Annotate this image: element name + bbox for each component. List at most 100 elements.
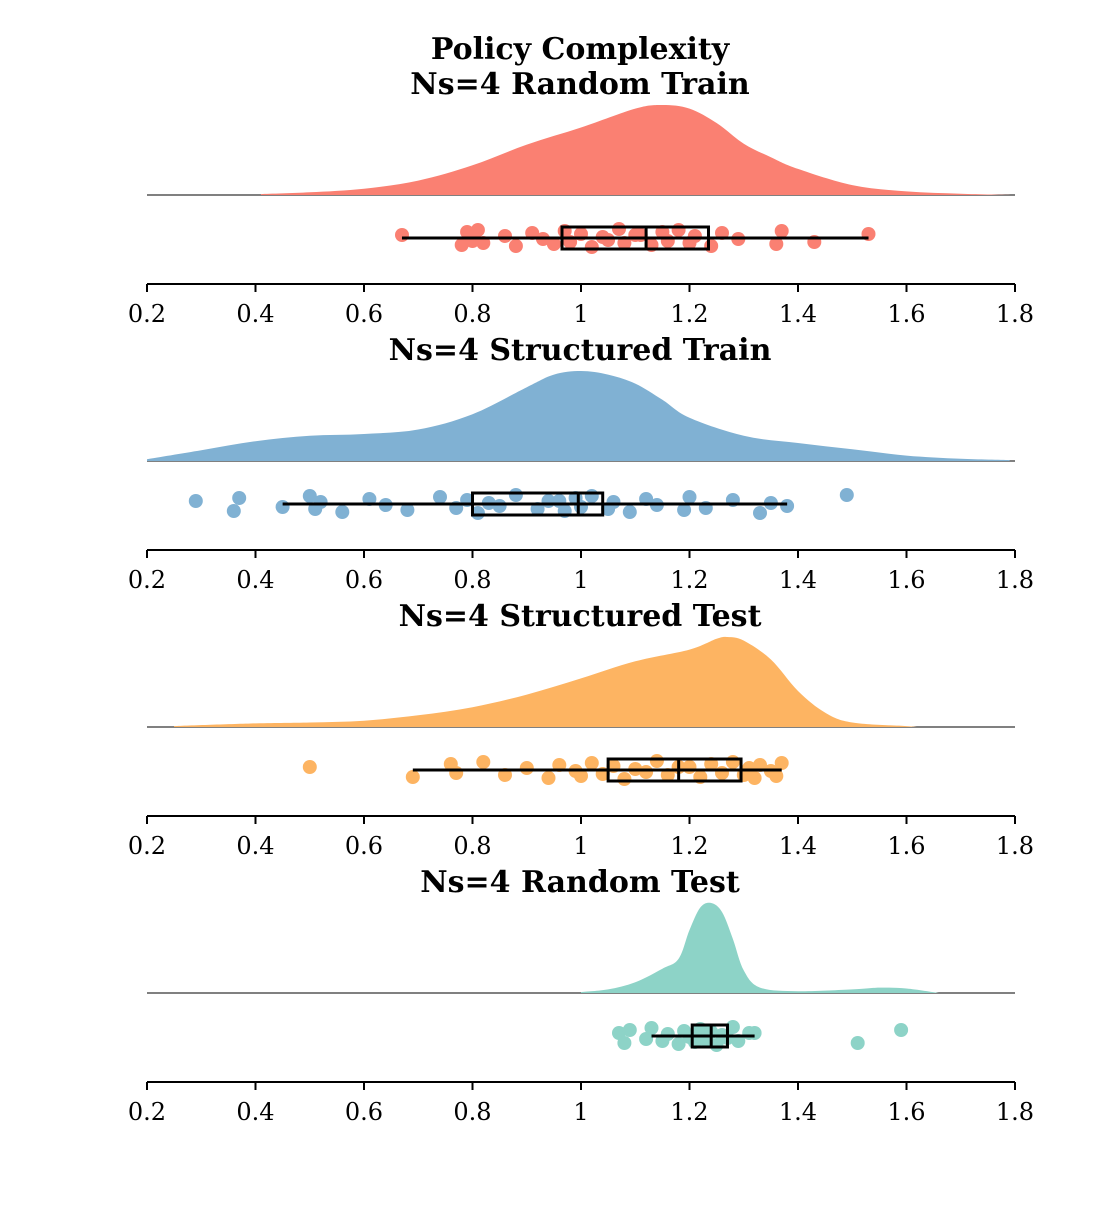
x-tick-label: 0.8 [453,566,491,594]
data-point [687,229,702,243]
x-tick-label: 0.6 [345,1098,383,1126]
panel-1-title: Ns=4 Random Train [410,67,750,102]
panel-4-plot: 0.2 0.4 0.6 0.8 1 1.2 1.4 1.6 1.8 [128,902,1034,1126]
data-point [660,1027,675,1041]
x-tick-label: 1.2 [670,300,708,328]
data-point [584,240,599,254]
panel-4: Ns=4 Random Test 0.2 0.4 0.6 0.8 1 1.2 1.4 1.6 1… [128,865,1034,1126]
x-tick-label: 1.2 [670,566,708,594]
x-tick-label: 1.4 [779,300,817,328]
data-point [449,766,464,780]
data-point [660,234,675,248]
density-cloud [581,902,939,993]
data-point [639,765,654,779]
x-tick-label: 1.8 [996,832,1034,860]
data-point [747,771,762,785]
x-tick-label: 1.6 [887,300,925,328]
x-tick-label: 1.2 [670,1098,708,1126]
x-tick-label: 0.4 [236,300,274,328]
data-point [601,233,616,247]
data-point [574,500,588,514]
x-tick-label: 0.4 [236,566,274,594]
data-point [725,1020,740,1034]
panel-3-plot: 0.2 0.4 0.6 0.8 1 1.2 1.4 1.6 1.8 [128,636,1034,860]
data-point [498,229,512,243]
panel-3: Ns=4 Structured Test 0.2 0.4 0.6 0.8 1 1.2 1.4… [128,599,1034,860]
panel-4-title: Ns=4 Random Test [420,865,740,900]
data-point [188,494,203,508]
x-tick-label: 1.8 [996,1098,1034,1126]
x-tick-label: 0.4 [236,1098,274,1126]
x-tick-label: 1.8 [996,566,1034,594]
data-point [612,222,626,236]
data-point [508,239,523,253]
iqr-box [560,225,710,251]
data-point [622,1023,637,1037]
data-point [519,761,534,775]
panel-2-title: Ns=4 Structured Train [389,333,772,368]
iqr-box [471,491,605,517]
x-tick-label: 1.6 [887,566,925,594]
data-point [677,503,692,517]
x-tick-label: 1.2 [670,832,708,860]
x-tick-label: 1.8 [996,300,1034,328]
x-tick-label: 0.2 [128,1098,166,1126]
iqr-box [606,757,743,783]
data-point [725,755,740,769]
data-point [894,1023,909,1037]
density-cloud [147,371,1010,461]
data-point [850,1036,865,1050]
x-tick-label: 1.6 [887,832,925,860]
x-tick-label: 1 [573,1098,588,1126]
data-point [433,490,447,504]
data-point [774,224,789,238]
data-point [492,499,507,513]
data-point [470,223,485,237]
figure-title: Policy Complexity [431,32,731,67]
data-point [671,1037,686,1051]
data-point [769,769,784,783]
x-tick-label: 1.6 [887,1098,925,1126]
panel-2: Ns=4 Structured Train 0.2 0.4 0.6 0.8 1 1.2 1.… [128,333,1034,594]
data-point [302,489,317,503]
data-point [671,223,686,237]
x-tick-label: 1.4 [779,566,817,594]
x-tick-label: 0.4 [236,832,274,860]
data-point [541,771,556,785]
x-tick-label: 0.2 [128,300,166,328]
data-point [839,488,854,502]
density-cloud [174,636,918,727]
panel-1-plot: 0.2 0.4 0.6 0.8 1 1.2 1.4 1.6 1.8 [128,104,1034,328]
x-tick-label: 0.6 [345,566,383,594]
x-tick-label: 1 [573,300,588,328]
panel-1: Ns=4 Random Train 0.2 0.4 0.6 0.8 1 1.2 1.4 1.6… [128,67,1034,328]
panel-3-title: Ns=4 Structured Test [399,599,762,634]
data-point [747,1026,762,1040]
x-tick-label: 0.8 [453,300,491,328]
x-tick-label: 0.8 [453,1098,491,1126]
data-point [682,490,697,504]
data-point [606,495,621,509]
data-point [584,756,599,770]
data-point [584,489,599,503]
data-point [400,503,415,517]
x-tick-label: 0.2 [128,832,166,860]
data-point [226,504,241,518]
x-tick-label: 1.4 [779,832,817,860]
data-point [454,238,469,252]
data-point [649,754,664,768]
data-point [476,755,491,769]
data-point [780,499,795,513]
data-point [774,756,789,770]
data-point [622,505,637,519]
data-point [617,1036,632,1050]
x-tick-label: 0.2 [128,566,166,594]
data-point [574,769,588,783]
data-point [644,1021,659,1035]
data-point [546,237,561,251]
data-point [715,766,729,780]
density-cloud [260,104,1015,195]
data-point [302,760,317,774]
data-point [335,505,350,519]
